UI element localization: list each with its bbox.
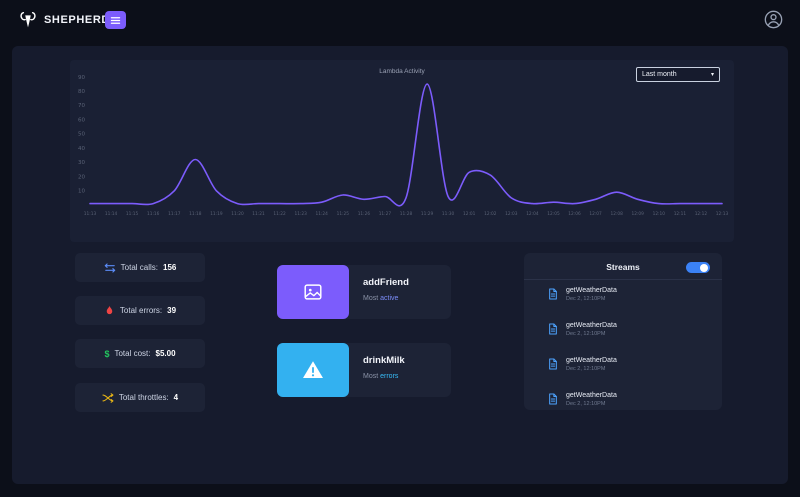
document-icon [548,323,558,335]
stream-time: Dec 2, 12:10PM [566,401,606,407]
svg-text:20: 20 [78,174,85,180]
stat-value: 156 [163,263,177,272]
highlight-subtitle: Most errors [363,373,399,380]
chart-title: Lambda Activity [379,68,425,75]
main-panel: Lambda Activity Last month ▾ 10 20 30 40 50 6… [12,46,788,484]
menu-button[interactable] [105,11,126,29]
stat-label: Total errors: [119,306,163,315]
hamburger-icon [110,16,121,25]
range-select[interactable]: Last month ▾ [636,67,720,82]
document-icon [548,393,558,405]
user-avatar-icon[interactable] [764,10,783,29]
svg-text:12:09: 12:09 [632,211,645,217]
svg-text:11:18: 11:18 [189,211,202,217]
svg-text:12:07: 12:07 [589,211,602,217]
svg-text:12:03: 12:03 [505,211,518,217]
svg-text:80: 80 [78,89,85,95]
stream-name: getWeatherData [566,392,617,399]
stream-item[interactable]: getWeatherData Dec 2, 12:10PM [524,280,722,315]
svg-text:12:13: 12:13 [716,211,729,217]
stream-time: Dec 2, 12:10PM [566,296,606,302]
stream-time: Dec 2, 12:10PM [566,366,606,372]
svg-text:11:30: 11:30 [442,211,455,217]
shepherd-logo-icon [15,7,40,32]
streams-title: Streams [606,262,640,272]
range-select-value: Last month [642,71,677,78]
stat-card-total-calls: Total calls: 156 [75,253,205,282]
document-icon [548,288,558,300]
brand-title: SHEPHERD [44,14,110,26]
stat-label: Total calls: [120,263,158,272]
toggle-knob-icon [700,263,708,272]
svg-text:12:05: 12:05 [547,211,560,217]
most-errors-card: drinkMilk Most errors [277,343,451,397]
svg-text:12:01: 12:01 [463,211,476,217]
stat-card-total-cost: $ Total cost: $5.00 [75,339,205,368]
svg-text:40: 40 [78,146,85,152]
svg-text:12:10: 12:10 [653,211,666,217]
svg-text:11:23: 11:23 [295,211,308,217]
dollar-icon: $ [104,348,110,359]
svg-text:50: 50 [78,132,85,138]
shuffle-icon [102,392,114,403]
calls-icon [104,262,116,273]
highlight-title: drinkMilk [363,355,405,366]
svg-text:12:04: 12:04 [526,211,539,217]
topbar: SHEPHERD [0,0,800,40]
most-active-card: addFriend Most active [277,265,451,319]
stream-time: Dec 2, 12:10PM [566,331,606,337]
highlight-subtitle: Most active [363,295,399,302]
stat-value: 4 [173,393,179,402]
stream-name: getWeatherData [566,357,617,364]
warning-icon [277,343,349,397]
svg-text:10: 10 [78,189,85,195]
svg-text:11:24: 11:24 [316,211,329,217]
svg-text:11:28: 11:28 [400,211,413,217]
svg-text:11:14: 11:14 [105,211,118,217]
svg-text:11:19: 11:19 [210,211,223,217]
svg-text:11:17: 11:17 [168,211,181,217]
svg-text:30: 30 [78,160,85,166]
svg-text:11:16: 11:16 [147,211,160,217]
svg-text:11:15: 11:15 [126,211,139,217]
highlight-title: addFriend [363,277,409,288]
svg-text:11:26: 11:26 [358,211,371,217]
svg-text:12:12: 12:12 [695,211,708,217]
streams-toggle[interactable] [686,262,710,273]
stat-label: Total cost: [114,349,151,358]
stream-item[interactable]: getWeatherData Dec 2, 12:10PM [524,315,722,350]
svg-text:11:25: 11:25 [337,211,350,217]
document-icon [548,358,558,370]
svg-text:70: 70 [78,103,85,109]
stat-value: $5.00 [155,349,176,358]
svg-text:11:27: 11:27 [379,211,392,217]
activity-line-chart: 10 20 30 40 50 60 70 80 90 11:13 11:14 11:15 11:16 11… [78,75,729,217]
chart-card: Lambda Activity Last month ▾ 10 20 30 40 50 6… [70,60,734,242]
image-icon [277,265,349,319]
svg-text:12:02: 12:02 [484,211,497,217]
streams-panel: Streams getWeatherData Dec 2, 12:10PM [524,253,722,410]
stat-card-total-errors: Total errors: 39 [75,296,205,325]
svg-text:11:20: 11:20 [231,211,244,217]
chevron-down-icon: ▾ [710,71,714,78]
svg-text:12:08: 12:08 [611,211,624,217]
stat-card-total-throttles: Total throttles: 4 [75,383,205,412]
svg-text:11:29: 11:29 [421,211,434,217]
flame-icon [104,305,115,316]
stat-value: 39 [167,306,177,315]
svg-text:90: 90 [78,75,85,81]
stream-item[interactable]: getWeatherData Dec 2, 12:10PM [524,385,722,410]
stat-label: Total throttles: [118,393,169,402]
svg-text:11:21: 11:21 [252,211,265,217]
streams-header: Streams [524,253,722,280]
svg-text:60: 60 [78,118,85,124]
svg-text:12:06: 12:06 [568,211,581,217]
svg-text:11:22: 11:22 [273,211,286,217]
svg-text:12:11: 12:11 [674,211,687,217]
stream-item[interactable]: getWeatherData Dec 2, 12:10PM [524,350,722,385]
svg-text:11:13: 11:13 [84,211,97,217]
stream-name: getWeatherData [566,287,617,294]
stream-name: getWeatherData [566,322,617,329]
